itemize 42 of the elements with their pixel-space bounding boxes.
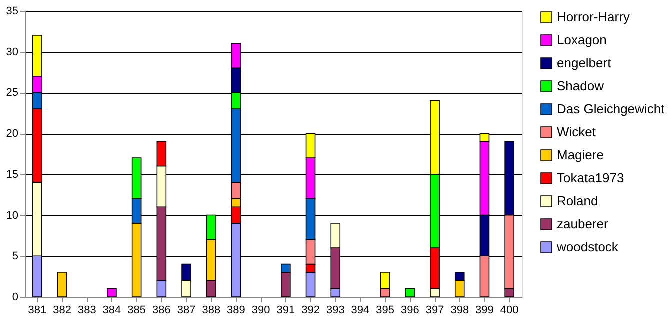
x-tick-label: 399 <box>476 304 494 316</box>
legend-label: Roland <box>557 194 598 208</box>
x-tick-label: 385 <box>128 304 146 316</box>
bar <box>405 288 416 298</box>
legend-label: Loxagon <box>557 32 607 48</box>
legend-label: zauberer <box>557 216 609 232</box>
x-tick-label: 384 <box>102 304 122 316</box>
y-tick-label: 10 <box>6 210 18 222</box>
x-tick-label: 395 <box>376 304 395 316</box>
bar <box>107 288 117 298</box>
x-tick-label: 386 <box>152 304 171 316</box>
legend-label: Das Gleichgewicht <box>557 102 666 116</box>
legend-label: Wicket <box>557 124 596 140</box>
x-tick-label: 381 <box>28 304 47 316</box>
x-tick-label: 397 <box>426 304 444 316</box>
legend-label: Shadow <box>557 78 605 94</box>
x-tick-label: 393 <box>326 304 345 316</box>
x-tick-label: 389 <box>227 304 246 316</box>
x-tick-label: 382 <box>53 304 72 316</box>
x-tick-label: 396 <box>400 304 420 316</box>
x-tick-label: 383 <box>78 304 96 316</box>
x-tick-label: 387 <box>177 304 196 316</box>
y-tick-label: 0 <box>12 292 18 304</box>
legend-label: engelbert <box>557 56 612 70</box>
y-tick-label: 15 <box>6 168 18 181</box>
x-tick-label: 388 <box>202 304 221 316</box>
x-tick-label: 392 <box>302 304 320 316</box>
legend-label: Magiere <box>557 148 604 162</box>
bar <box>57 272 68 298</box>
y-tick-label: 35 <box>6 6 18 18</box>
y-tick-label: 30 <box>6 46 18 58</box>
x-tick-label: 390 <box>252 304 270 316</box>
legend-label: woodstock <box>556 240 619 254</box>
legend-label: Tokata1973 <box>557 170 624 186</box>
y-tick-label: 5 <box>12 250 18 263</box>
legend-label: Horror-Harry <box>557 10 630 24</box>
x-tick-label: 400 <box>500 304 519 316</box>
y-tick-label: 25 <box>6 87 18 100</box>
x-tick-label: 398 <box>450 304 470 316</box>
x-tick-label: 394 <box>351 304 370 316</box>
y-tick-label: 20 <box>6 128 18 140</box>
x-tick-label: 391 <box>276 304 296 316</box>
